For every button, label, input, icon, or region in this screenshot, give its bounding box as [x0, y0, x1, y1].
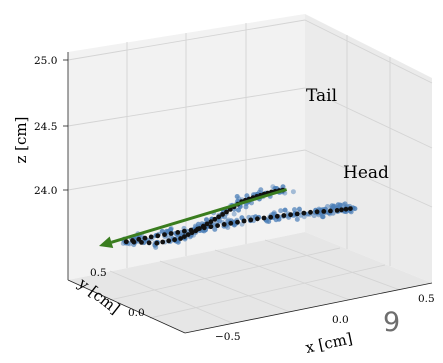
centerline-marker — [154, 240, 160, 246]
centerline-marker — [224, 209, 229, 215]
centerline-marker — [221, 222, 227, 227]
centerline-marker — [235, 219, 240, 225]
scatter-point — [320, 214, 326, 220]
centerline-marker — [255, 216, 260, 222]
y-axis-ticks: 0.5 0.0 — [90, 267, 145, 319]
x-axis-ticks: −0.5 0.0 0.5 — [215, 293, 435, 343]
scatter-point — [329, 203, 335, 209]
z-tick-label: 25.0 — [34, 55, 57, 67]
centerline-marker — [314, 209, 320, 215]
centerline-marker — [172, 237, 178, 243]
scatter-point — [231, 211, 237, 217]
centerline-marker — [308, 209, 313, 215]
centerline-marker — [301, 210, 307, 216]
scatter-point — [204, 217, 209, 223]
tail-annotation: Tail — [306, 86, 337, 106]
scatter-point — [352, 206, 358, 212]
head-annotation: Head — [343, 163, 389, 183]
scatter-point — [278, 208, 284, 214]
x-tick-label: −0.5 — [215, 331, 241, 343]
centerline-marker — [136, 236, 142, 242]
x-axis-label: x [cm] — [304, 329, 354, 356]
centerline-marker — [241, 218, 247, 224]
centerline-marker — [195, 226, 201, 232]
centerline-marker — [215, 223, 221, 229]
direction-arrow — [99, 188, 288, 248]
centerline-marker — [348, 206, 353, 212]
centerline-marker — [268, 214, 274, 220]
centerline-marker — [185, 232, 191, 238]
scatter-point — [153, 244, 159, 250]
scatter-point — [290, 189, 296, 195]
scatter-point — [301, 214, 307, 220]
axis-frame — [67, 52, 433, 334]
centerline-marker — [334, 208, 340, 213]
panel-number: 9 — [383, 307, 400, 338]
centerline-marker — [201, 225, 207, 231]
centerline-marker — [288, 212, 293, 218]
arrow-head — [99, 236, 114, 248]
centerline-marker — [142, 235, 148, 241]
centerline-marker — [130, 238, 135, 243]
scatter-point — [282, 207, 288, 213]
centerline-marker — [343, 206, 349, 212]
x-tick-label: 0.5 — [418, 293, 435, 305]
centerline-marker — [148, 234, 154, 240]
z-axis-ticks: 25.0 24.5 24.0 — [34, 55, 68, 197]
centerline-marker — [123, 239, 129, 245]
centerline-marker — [208, 219, 214, 225]
scatter-point — [234, 194, 240, 199]
centerline-marker — [204, 221, 210, 227]
centerline-marker — [162, 232, 167, 238]
centerline-marker — [216, 214, 222, 220]
scatter-point — [236, 207, 241, 213]
floor-pane — [68, 232, 432, 333]
centerline-marker — [168, 231, 174, 236]
z-tick-label: 24.5 — [34, 121, 57, 133]
scatter-point — [296, 206, 302, 212]
centerline-marker — [261, 215, 267, 221]
centerline-marker — [339, 207, 344, 213]
centerline-marker — [208, 224, 214, 230]
centerline-marker — [166, 238, 172, 244]
right-back-pane — [305, 14, 432, 283]
centerline-marker — [248, 217, 254, 223]
centerline-marker — [175, 230, 181, 235]
centerline-marker — [220, 212, 226, 217]
centerline-marker — [228, 220, 234, 226]
centerline-marker — [139, 240, 144, 245]
centerline-marker — [178, 236, 184, 241]
centerline-marker — [188, 227, 194, 233]
centerline-marker — [328, 208, 333, 214]
x-tick-label: 0.0 — [332, 314, 349, 326]
centerline-marker — [281, 213, 287, 218]
centerline-marker — [146, 240, 152, 246]
scatter-point — [212, 226, 218, 232]
y-tick-label: 0.5 — [90, 267, 107, 279]
centerline-marker — [160, 239, 166, 245]
centerline-marker — [321, 209, 327, 214]
centerline-marker — [182, 228, 187, 234]
scatter-point — [292, 207, 297, 213]
centerline-marker — [155, 233, 161, 239]
centerline-marker — [294, 211, 300, 217]
centerline-marker — [274, 213, 280, 219]
y-tick-label: 0.0 — [128, 307, 145, 319]
z-tick-label: 24.0 — [34, 185, 57, 197]
arrow-shaft — [110, 188, 288, 244]
scatter-point — [294, 216, 300, 222]
centerline-marker — [212, 216, 218, 222]
scatter-point — [341, 202, 346, 208]
centerline-marker — [182, 234, 187, 240]
z-axis-label: z [cm] — [12, 117, 30, 164]
